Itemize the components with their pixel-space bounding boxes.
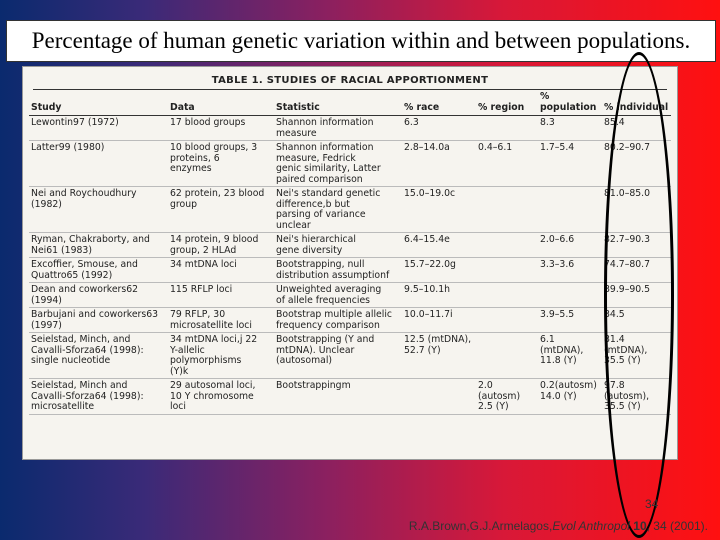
table-cell: Barbujani and coworkers63 (1997) <box>29 307 168 333</box>
table-cell: 84.5 <box>602 307 671 333</box>
table-header-row: Study Data Statistic% race% region% popula… <box>29 90 671 116</box>
table-cell: Seielstad, Minch, and Cavalli-Sforza64 (… <box>29 332 168 379</box>
table-cell: Bootstrapping, null distribution assumpt… <box>274 257 402 283</box>
table-cell: 9.5–10.1h <box>402 282 476 308</box>
column-header: Data <box>168 90 274 116</box>
table-row: Barbujani and coworkers63 (1997) 79 RFLP,… <box>29 307 671 333</box>
column-header: % individual <box>602 90 671 116</box>
table-cell <box>402 378 476 415</box>
table-cell: Shannon information measure <box>274 115 402 141</box>
table-cell: 0.4–6.1 <box>476 140 538 187</box>
table-cell: 6.3 <box>402 115 476 141</box>
table-row: Dean and coworkers62 (1994) 115 RFLP loci… <box>29 282 671 308</box>
table-cell: 8.3 <box>538 115 602 141</box>
table-cell <box>476 232 538 258</box>
citation-journal: Evol Anthropol <box>552 519 630 533</box>
table-cell: Bootstrappingm <box>274 378 402 415</box>
table-cell: 62 protein, 23 blood group <box>168 186 274 233</box>
table-cell: 10 blood groups, 3 proteins, 6 enzymes <box>168 140 274 187</box>
column-header: Study <box>29 90 168 116</box>
table-cell: 80.2–90.7 <box>602 140 671 187</box>
table-cell: 89.9–90.5 <box>602 282 671 308</box>
table-cell: Bootstrap multiple allelic frequency com… <box>274 307 402 333</box>
table-row: Seielstad, Minch, and Cavalli-Sforza64 (… <box>29 332 671 379</box>
citation-volume: 10 <box>633 519 647 533</box>
table-cell: 79 RFLP, 30 microsatellite loci <box>168 307 274 333</box>
table-image: TABLE 1. STUDIES OF RACIAL APPORTIONMENT… <box>22 66 678 460</box>
table-cell: Bootstrapping (Y and mtDNA). Unclear (au… <box>274 332 402 379</box>
table-cell: Shannon information measure, Fedrick gen… <box>274 140 402 187</box>
table-cell: 2.8–14.0a <box>402 140 476 187</box>
table-cell: 6.4–15.4e <box>402 232 476 258</box>
table-cell: Ryman, Chakraborty, and Nei61 (1983) <box>29 232 168 258</box>
table-cell: 81.0–85.0 <box>602 186 671 233</box>
table-row: Excoffier, Smouse, and Quattro65 (1992) 3… <box>29 257 671 283</box>
table-cell: 2.0–6.6 <box>538 232 602 258</box>
table-cell: 0.2(autosm) 14.0 (Y) <box>538 378 602 415</box>
table-cell <box>476 186 538 233</box>
table-cell: 2.0 (autosm) 2.5 (Y) <box>476 378 538 415</box>
table-cell: 12.5 (mtDNA), 52.7 (Y) <box>402 332 476 379</box>
table-cell: 34 mtDNA loci,j 22 Y-allelic polymorphis… <box>168 332 274 379</box>
racial-apportionment-table: Study Data Statistic% race% region% popula… <box>29 90 671 415</box>
citation: R.A.Brown,G.J.Armelagos,Evol Anthropol 1… <box>409 519 708 533</box>
column-header: % race <box>402 90 476 116</box>
table-cell: Unweighted averaging of allele frequenci… <box>274 282 402 308</box>
table-cell: 3.9–5.5 <box>538 307 602 333</box>
table-cell: 1.7–5.4 <box>538 140 602 187</box>
table-cell: Lewontin97 (1972) <box>29 115 168 141</box>
table-cell: 97.8 (autosm), 35.5 (Y) <box>602 378 671 415</box>
table-row: Seielstad, Minch and Cavalli-Sforza64 (1… <box>29 378 671 415</box>
table-cell <box>538 282 602 308</box>
table-cell: Dean and coworkers62 (1994) <box>29 282 168 308</box>
slide-title: Percentage of human genetic variation wi… <box>6 20 716 62</box>
table-cell <box>476 332 538 379</box>
column-header: % population <box>538 90 602 116</box>
table-cell: 17 blood groups <box>168 115 274 141</box>
table-cell: 29 autosomal loci, 10 Y chromosome loci <box>168 378 274 415</box>
table-row: Ryman, Chakraborty, and Nei61 (1983) 14 p… <box>29 232 671 258</box>
table-cell: 6.1 (mtDNA), 11.8 (Y) <box>538 332 602 379</box>
table-cell: 15.7–22.0g <box>402 257 476 283</box>
citation-pages: , 34 (2001). <box>646 519 708 533</box>
table-cell: 10.0–11.7i <box>402 307 476 333</box>
table-cell: 85.4 <box>602 115 671 141</box>
column-header: % region <box>476 90 538 116</box>
table-title: TABLE 1. STUDIES OF RACIAL APPORTIONMENT <box>33 71 667 90</box>
column-header: Statistic <box>274 90 402 116</box>
table-cell: Nei's hierarchical gene diversity <box>274 232 402 258</box>
table-cell <box>476 307 538 333</box>
table-cell <box>476 115 538 141</box>
table-cell: Nei and Roychoudhury (1982) <box>29 186 168 233</box>
table-cell <box>476 257 538 283</box>
table-cell: 74.7–80.7 <box>602 257 671 283</box>
table-cell <box>538 186 602 233</box>
table-cell: Seielstad, Minch and Cavalli-Sforza64 (1… <box>29 378 168 415</box>
table-cell: 3.3–3.6 <box>538 257 602 283</box>
table-cell <box>476 282 538 308</box>
table-body: Lewontin97 (1972) 17 blood groups Shannon … <box>29 115 671 415</box>
page-number: 34 <box>645 497 659 511</box>
table-cell: 81.4 (mtDNA), 35.5 (Y) <box>602 332 671 379</box>
table-cell: 34 mtDNA loci <box>168 257 274 283</box>
slide-title-text: Percentage of human genetic variation wi… <box>31 28 691 53</box>
table-cell: 115 RFLP loci <box>168 282 274 308</box>
table-row: Latter99 (1980) 10 blood groups, 3 protei… <box>29 140 671 187</box>
table-row: Nei and Roychoudhury (1982) 62 protein, 2… <box>29 186 671 233</box>
citation-authors: R.A.Brown,G.J.Armelagos, <box>408 519 553 533</box>
table-cell: Excoffier, Smouse, and Quattro65 (1992) <box>29 257 168 283</box>
table-cell: Latter99 (1980) <box>29 140 168 187</box>
table-cell: 14 protein, 9 blood group, 2 HLAd <box>168 232 274 258</box>
table-cell: Nei's standard genetic difference,b but … <box>274 186 402 233</box>
table-cell: 82.7–90.3 <box>602 232 671 258</box>
table-cell: 15.0–19.0c <box>402 186 476 233</box>
table-row: Lewontin97 (1972) 17 blood groups Shannon … <box>29 115 671 141</box>
